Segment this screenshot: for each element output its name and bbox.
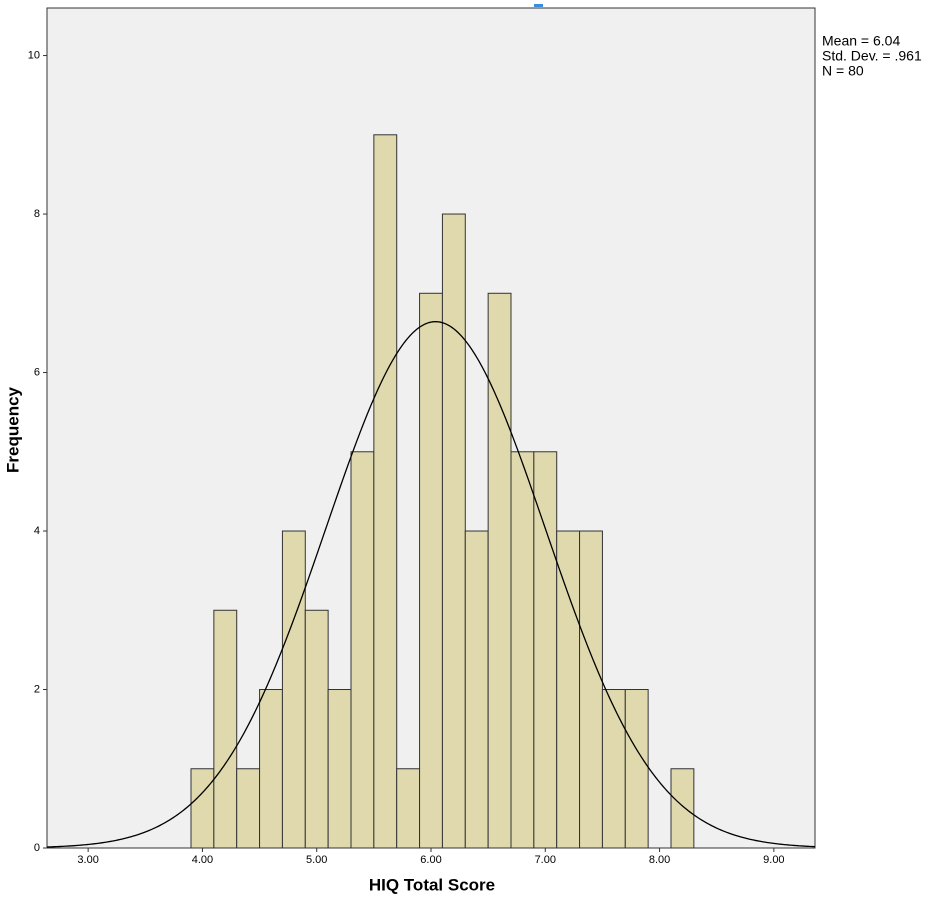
x-tick-label: 3.00 (77, 854, 98, 866)
bar (441, 213, 466, 849)
bar (419, 292, 443, 849)
bar (464, 530, 489, 849)
x-tick-label: 8.00 (649, 854, 670, 866)
bar (670, 768, 695, 849)
bar (213, 609, 238, 849)
normal-curve (46, 321, 816, 848)
bar (487, 292, 512, 849)
handle (534, 4, 543, 7)
y-tick-label: 2 (34, 683, 40, 695)
x-tick-label: 9.00 (763, 854, 784, 866)
y-tick-label: 10 (28, 49, 40, 61)
x-axis-title: HIQ Total Score (369, 875, 495, 894)
bar (510, 451, 535, 849)
bar (556, 530, 581, 849)
x-tick-label: 5.00 (306, 854, 327, 866)
y-tick-label: 8 (34, 208, 40, 220)
y-axis-title: Frequency (3, 386, 22, 473)
n-label: N = 80 (822, 63, 864, 79)
x-tick-label: 7.00 (535, 854, 556, 866)
bar (601, 689, 626, 849)
bar (396, 768, 421, 849)
bar (350, 451, 375, 849)
bar (579, 530, 603, 849)
bar (236, 768, 261, 849)
bar (190, 768, 215, 849)
y-tick-label: 0 (34, 842, 40, 854)
y-tick-label: 6 (34, 366, 40, 378)
bar (304, 609, 329, 849)
mean-label: Mean = 6.04 (822, 33, 900, 49)
bar (533, 451, 558, 849)
bar (327, 689, 352, 849)
bar (259, 689, 283, 849)
y-tick-label: 4 (34, 525, 40, 537)
bar (373, 134, 398, 849)
bar (624, 689, 649, 849)
bar (281, 530, 306, 849)
std-dev-label: Std. Dev. = .961 (822, 48, 922, 64)
x-tick-label: 4.00 (192, 854, 213, 866)
x-tick-label: 6.00 (420, 854, 441, 866)
